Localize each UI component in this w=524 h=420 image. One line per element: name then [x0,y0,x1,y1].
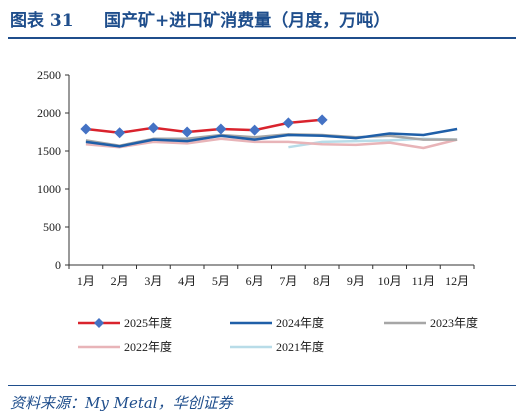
x-tick-label: 3月 [144,274,162,288]
data-point-2025年度 [147,122,159,134]
legend-label-2025年度: 2025年度 [124,315,172,330]
line-chart: 0 500 1000 1500 2000 2500 1月 2月 3月 4月 5月 6月 7月 8月 9月 10… [37,68,478,354]
source-note: 资料来源：My Metal，华创证券 [10,394,233,412]
x-tick-label: 1月 [77,274,95,288]
figure-title: 国产矿+进口矿消费量（月度，万吨） [104,11,391,31]
x-tick-label: 8月 [313,274,331,288]
x-tick-label: 11月 [412,274,436,288]
x-tick-label: 6月 [246,274,264,288]
x-tick-label: 12月 [445,274,469,288]
x-tick-label: 9月 [347,274,365,288]
y-tick-label: 2500 [37,68,61,82]
y-tick-label: 1000 [37,182,61,196]
legend-label-2023年度: 2023年度 [430,315,478,330]
data-point-2025年度 [249,124,261,136]
chart-axes: 0 500 1000 1500 2000 2500 1月 2月 3月 4月 5月 6月 7月 8月 9月 10… [37,68,475,288]
data-point-2025年度 [215,123,227,135]
figure-label: 图表 31 [10,11,74,31]
legend-label-2022年度: 2022年度 [124,339,172,354]
figure-header: 图表 31 国产矿+进口矿消费量（月度，万吨） [0,0,524,40]
chart-series-layer [80,114,458,150]
y-tick-label: 2000 [37,106,61,120]
data-point-2025年度 [80,123,92,135]
data-point-2025年度 [181,126,193,138]
chart-legend: 2025年度 2024年度 2023年度 2022年度 2021年度 [78,315,478,354]
x-tick-label: 7月 [279,274,297,288]
y-tick-label: 1500 [37,144,61,158]
legend-label-2021年度: 2021年度 [276,339,324,354]
footer-rule [8,385,516,386]
x-tick-label: 4月 [178,274,196,288]
x-tick-label: 5月 [212,274,230,288]
header-rule [8,37,516,39]
legend-label-2024年度: 2024年度 [276,315,324,330]
series-line-2022年度 [85,137,458,150]
y-tick-label: 0 [55,258,61,272]
series-line-2024年度 [85,127,458,148]
data-point-2025年度 [316,114,328,126]
y-tick-label: 500 [43,220,61,234]
data-point-2025年度 [114,127,126,139]
data-point-2025年度 [282,117,294,129]
x-tick-label: 10月 [378,274,402,288]
x-tick-label: 2月 [111,274,129,288]
legend-marker-2025年度 [94,318,104,328]
series-line-2025年度 [85,118,323,135]
